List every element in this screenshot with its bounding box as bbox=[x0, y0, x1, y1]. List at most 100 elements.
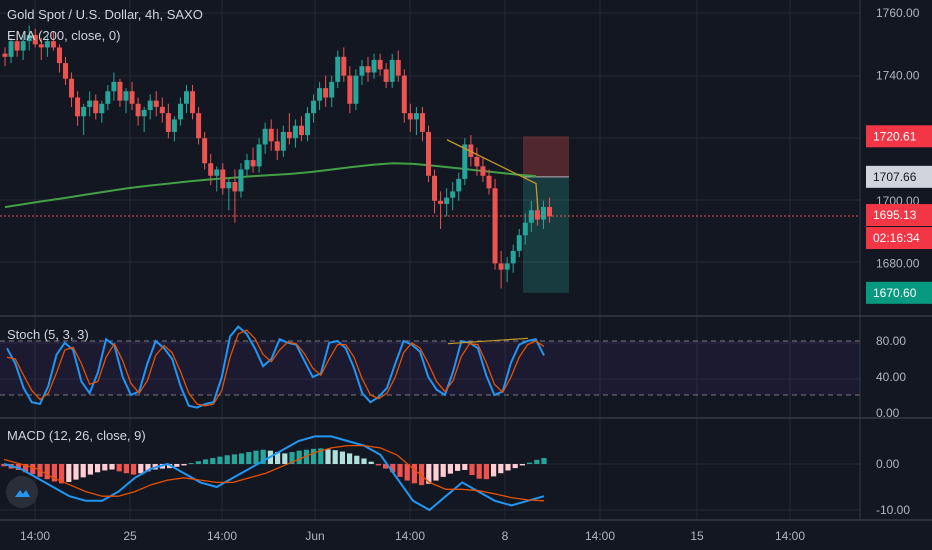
candle-body bbox=[117, 81, 123, 101]
macd-histogram-bar bbox=[296, 450, 302, 464]
entry-price-label: 1707.66 bbox=[873, 170, 917, 184]
macd-histogram-bar bbox=[59, 464, 65, 484]
macd-histogram-bar bbox=[419, 464, 425, 486]
last-price-label: 1695.13 bbox=[873, 208, 917, 222]
stoch-divergence-line bbox=[447, 337, 529, 345]
candle-body bbox=[220, 169, 226, 189]
macd-histogram-bar bbox=[181, 464, 187, 466]
candle-body bbox=[286, 131, 292, 139]
candle-body bbox=[99, 103, 105, 114]
macd-histogram-bar bbox=[109, 464, 115, 470]
candle-body bbox=[32, 34, 38, 45]
macd-histogram-bar bbox=[80, 464, 86, 478]
candle-body bbox=[311, 100, 317, 114]
macd-histogram-bar bbox=[246, 452, 252, 464]
macd-legend[interactable]: MACD (12, 26, close, 9) bbox=[7, 428, 146, 443]
candle-body bbox=[438, 200, 444, 204]
macd-histogram-bar bbox=[519, 464, 525, 466]
candle-body bbox=[274, 141, 280, 151]
macd-histogram-bar bbox=[534, 459, 540, 464]
macd-histogram-bar bbox=[30, 464, 36, 475]
macd-histogram-bar bbox=[253, 450, 259, 464]
candle-body bbox=[165, 113, 171, 132]
macd-histogram-bar bbox=[512, 464, 518, 469]
macd-histogram-bar bbox=[44, 464, 50, 480]
candle-body bbox=[516, 235, 522, 251]
time-axis[interactable]: 14:00 25 14:00 Jun 14:00 8 14:00 15 14:00 bbox=[0, 521, 932, 550]
stoch-legend[interactable]: Stoch (5, 3, 3) bbox=[7, 327, 89, 342]
price-tick-label: 1740.00 bbox=[876, 69, 920, 83]
bar-countdown-label-bg bbox=[866, 227, 932, 250]
candle-body bbox=[377, 59, 383, 70]
macd-histogram-bar bbox=[426, 464, 432, 484]
candle-body bbox=[75, 97, 81, 117]
candle-body bbox=[244, 160, 250, 170]
candle-body bbox=[93, 100, 99, 114]
macd-histogram-bar bbox=[51, 464, 57, 482]
cloud-icon bbox=[15, 490, 30, 497]
macd-histogram-bar bbox=[390, 464, 396, 473]
candle-body bbox=[335, 56, 341, 82]
macd-histogram-bar bbox=[210, 458, 216, 464]
candle-body bbox=[14, 41, 20, 51]
time-tick-label: 14:00 bbox=[395, 529, 425, 543]
trendline-group[interactable] bbox=[446, 139, 539, 211]
candle-body bbox=[26, 34, 32, 42]
macd-histogram-bar bbox=[303, 449, 309, 464]
candle-body bbox=[444, 197, 450, 204]
macd-histogram-bar bbox=[224, 455, 230, 464]
macd-histogram-bar bbox=[131, 464, 137, 475]
candle-body bbox=[2, 53, 8, 57]
macd-histogram-bar bbox=[462, 464, 468, 470]
candle-body bbox=[359, 66, 365, 76]
take-profit-price-label-bg bbox=[866, 281, 932, 304]
stoch-tick-label: 80.00 bbox=[876, 334, 906, 348]
candle-body bbox=[171, 119, 177, 132]
candle-body bbox=[153, 100, 159, 107]
candle-body bbox=[353, 75, 359, 104]
candle-body bbox=[20, 41, 26, 51]
candle-body bbox=[202, 138, 208, 164]
macd-histogram-bar bbox=[491, 464, 497, 477]
price-axis[interactable]: 1760.001740.001720.001700.001680.0080.00… bbox=[866, 6, 932, 517]
macd-histogram-bar bbox=[469, 464, 475, 476]
time-axis-bg bbox=[0, 521, 932, 550]
ema-line-group bbox=[4, 162, 537, 209]
bar-countdown-label: 02:16:34 bbox=[873, 231, 920, 245]
time-tick-label: 14:00 bbox=[20, 529, 50, 543]
candle-body bbox=[196, 113, 202, 139]
macd-histogram-bar bbox=[455, 464, 461, 471]
ema-legend[interactable]: EMA (200, close, 0) bbox=[7, 28, 121, 43]
position-tool[interactable] bbox=[523, 136, 569, 293]
candle-body bbox=[159, 106, 165, 114]
tradingview-logo[interactable] bbox=[6, 476, 38, 508]
symbol-legend[interactable]: Gold Spot / U.S. Dollar, 4h, SAXO bbox=[7, 7, 203, 22]
stop-loss-price-label: 1720.61 bbox=[873, 129, 917, 143]
macd-histogram-bar bbox=[383, 464, 389, 469]
macd-histogram-bar bbox=[15, 464, 21, 470]
candle-body bbox=[413, 113, 419, 120]
macd-histogram-bar bbox=[123, 464, 129, 474]
candle-body bbox=[44, 41, 50, 48]
candle-body bbox=[298, 125, 304, 136]
macd-histogram-bar bbox=[339, 451, 345, 464]
candle-body bbox=[492, 188, 498, 264]
macd-histogram-bar bbox=[347, 453, 353, 464]
price-tick-label: 1680.00 bbox=[876, 256, 920, 270]
candle-body bbox=[401, 75, 407, 114]
candle-body bbox=[450, 191, 456, 198]
stoch-tick-label: 40.00 bbox=[876, 370, 906, 384]
candle-body bbox=[69, 78, 75, 98]
candle-body bbox=[305, 113, 310, 136]
macd-histogram-bar bbox=[375, 464, 381, 466]
pane-separators[interactable] bbox=[0, 0, 932, 521]
take-profit-zone bbox=[523, 176, 569, 293]
macd-histogram-bar bbox=[505, 464, 511, 471]
macd-histogram-bar bbox=[354, 455, 360, 464]
macd-histogram-bar bbox=[361, 458, 367, 464]
candle-body bbox=[292, 125, 298, 139]
macd-histogram-bar bbox=[404, 464, 410, 481]
macd-histogram-bar bbox=[527, 462, 533, 464]
